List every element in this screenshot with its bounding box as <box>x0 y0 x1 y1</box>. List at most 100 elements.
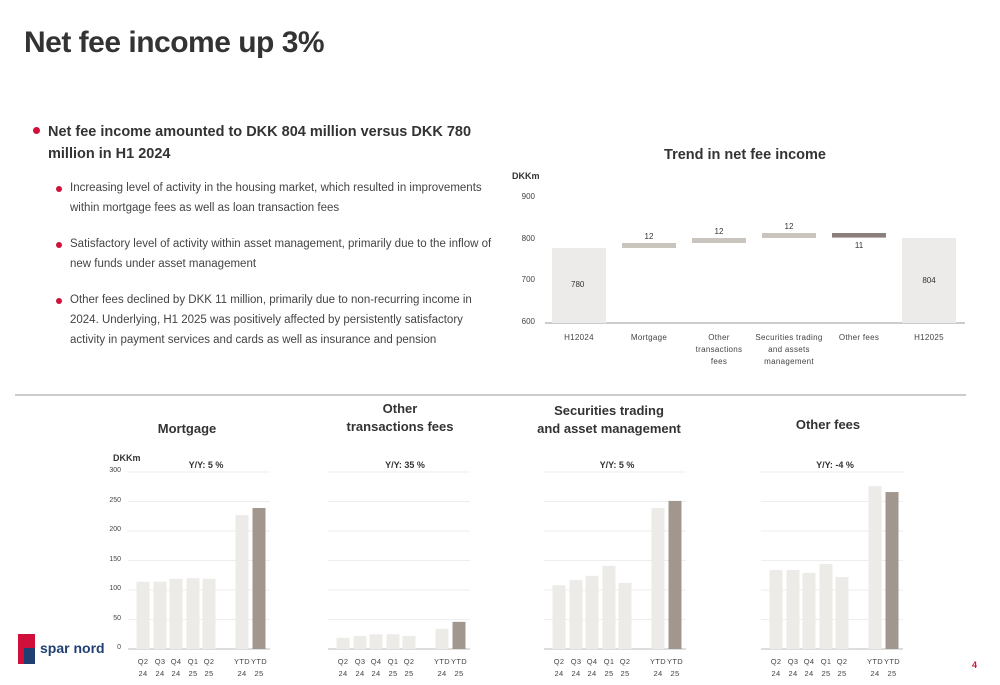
y-tick-label: 900 <box>521 192 535 201</box>
x-tick-label: YTD 24 <box>867 657 883 678</box>
x-tick-label: Mortgage <box>630 333 668 342</box>
x-tick-label: Q2 25 <box>619 657 631 678</box>
bar <box>868 486 882 649</box>
value-label: 12 <box>714 227 724 236</box>
x-tick-label: Q1 25 <box>187 657 199 678</box>
value-label: 11 <box>854 240 864 250</box>
logo-icon-inner <box>24 648 35 664</box>
bar <box>602 565 616 649</box>
chart-title: Trend in net fee income <box>664 147 826 163</box>
chart-title: Mortgage <box>157 421 217 436</box>
main-bullet: Net fee income amounted to DKK 804 milli… <box>48 124 472 162</box>
bar <box>835 577 849 649</box>
x-tick-label: Q3 24 <box>570 657 582 678</box>
x-tick-label: Securities trading and assets management <box>755 333 823 366</box>
chart-title: Other transactions fees <box>346 401 454 434</box>
x-tick-label: Q2 25 <box>203 657 215 678</box>
bar <box>569 579 583 649</box>
bar <box>252 507 266 649</box>
bar <box>386 634 400 649</box>
x-tick-label: Q3 24 <box>354 657 366 678</box>
bar <box>369 634 383 649</box>
bar <box>186 578 200 649</box>
bar <box>786 569 800 649</box>
bar <box>552 248 606 323</box>
x-tick-label: YTD 25 <box>884 657 900 678</box>
sub-bullet: Other fees declined by DKK 11 million, p… <box>70 294 472 346</box>
y-axis-label: DKKm <box>113 453 141 463</box>
x-tick-label: YTD 25 <box>667 657 683 678</box>
x-tick-label: Q1 25 <box>820 657 832 678</box>
x-tick-label: H12024 <box>564 333 594 342</box>
bullet-dot <box>56 242 62 248</box>
y-tick-label: 250 <box>109 496 121 504</box>
bar <box>802 572 816 649</box>
bar <box>885 492 899 649</box>
bar <box>435 628 449 649</box>
value-label: 780 <box>571 280 585 289</box>
chart-subtitle: Y/Y: 5 % <box>599 460 635 470</box>
bar <box>622 243 676 248</box>
bar <box>692 238 746 243</box>
x-tick-label: Q4 24 <box>170 657 182 678</box>
bar <box>353 636 367 649</box>
page-number: 4 <box>972 660 978 670</box>
x-tick-label: Other transactions fees <box>695 333 743 366</box>
bullet-dot <box>56 298 62 304</box>
bar <box>402 636 416 649</box>
x-tick-label: Q1 25 <box>387 657 399 678</box>
bar <box>668 500 682 649</box>
x-tick-label: Q1 25 <box>603 657 615 678</box>
chart-title: Securities trading and asset management <box>537 403 681 436</box>
logo-text: spar nord <box>40 640 105 656</box>
x-tick-label: Other fees <box>838 333 880 342</box>
bar <box>452 621 466 649</box>
x-tick-label: Q3 24 <box>154 657 166 678</box>
x-tick-label: Q2 25 <box>836 657 848 678</box>
bar <box>136 581 150 649</box>
y-tick-label: 800 <box>521 233 535 243</box>
chart-subtitle: Y/Y: 5 % <box>188 460 224 470</box>
y-tick-label: 300 <box>109 467 121 474</box>
x-tick-label: YTD 25 <box>451 657 467 678</box>
value-label: 12 <box>644 232 654 241</box>
x-tick-label: H12025 <box>914 333 944 342</box>
bar <box>169 578 183 649</box>
x-tick-label: Q3 24 <box>787 657 799 678</box>
x-tick-label: Q4 24 <box>370 657 382 678</box>
bar <box>336 637 350 649</box>
bar <box>235 515 249 649</box>
y-axis-label: DKKm <box>512 171 540 181</box>
y-tick-label: 600 <box>521 317 535 326</box>
value-label: 804 <box>922 276 936 285</box>
bar <box>651 507 665 649</box>
bar <box>819 564 833 649</box>
y-tick-label: 150 <box>109 555 121 563</box>
bar <box>769 569 783 649</box>
sub-bullet: Increasing level of activity in the hous… <box>70 182 482 214</box>
bar <box>762 233 816 238</box>
x-tick-label: Q2 24 <box>137 657 149 678</box>
slide-title: Net fee income up 3% <box>24 26 325 59</box>
y-tick-label: 0 <box>117 644 121 651</box>
chart-subtitle: Y/Y: 35 % <box>385 460 425 470</box>
x-tick-label: YTD 24 <box>434 657 450 678</box>
x-tick-label: Q2 24 <box>770 657 782 678</box>
x-tick-label: Q4 24 <box>586 657 598 678</box>
sub-bullet: Satisfactory level of activity within as… <box>70 238 492 270</box>
bar <box>153 581 167 649</box>
y-tick-label: 700 <box>521 275 535 285</box>
bullet-dot <box>33 127 40 134</box>
x-tick-label: YTD 24 <box>234 657 250 678</box>
x-tick-label: Q2 25 <box>403 657 415 678</box>
value-label: 12 <box>784 222 794 231</box>
chart-subtitle: Y/Y: -4 % <box>816 460 854 470</box>
bullet-dot <box>56 186 62 192</box>
x-tick-label: Q4 24 <box>803 657 815 678</box>
bar <box>902 238 956 323</box>
y-tick-label: 50 <box>113 614 121 622</box>
x-tick-label: YTD 25 <box>251 657 267 678</box>
x-tick-label: Q2 24 <box>337 657 349 678</box>
